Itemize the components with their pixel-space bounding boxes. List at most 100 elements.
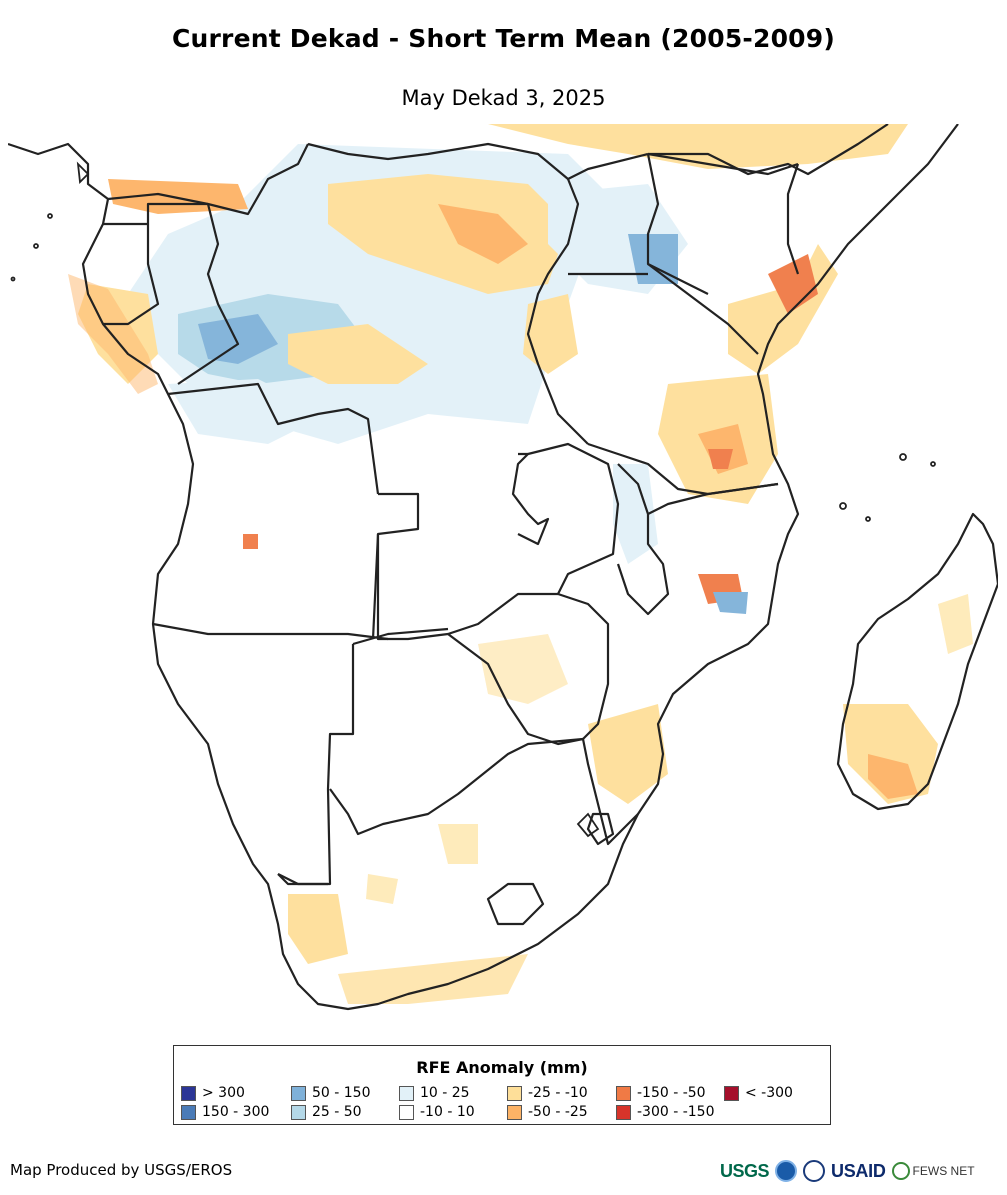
map-title: Current Dekad - Short Term Mean (2005-20…	[171, 24, 836, 53]
border-namibia-sa	[277, 873, 328, 886]
legend-swatch	[507, 1085, 522, 1101]
islands	[10, 161, 936, 838]
patch-yellow-south-coast	[338, 954, 528, 1004]
patch-yellow-drc-east	[288, 324, 428, 384]
usgs-logo: USGS	[720, 1160, 770, 1181]
patch-orange-north	[438, 204, 528, 264]
legend-label: < -300	[745, 1085, 793, 1101]
legend-label: 150 - 300	[202, 1104, 270, 1120]
border-botswana-zimbabwe	[352, 627, 449, 646]
border-zambia-north	[511, 452, 550, 546]
border-kenya-tanzania	[647, 263, 759, 355]
legend-label: -10 - 10	[420, 1104, 475, 1120]
legend-item: < -300	[724, 1085, 793, 1101]
patch-yellow-tanzania-west	[523, 294, 578, 374]
patch-orange-angola	[243, 534, 258, 549]
legend-swatch	[507, 1104, 522, 1120]
legend-item: 25 - 50	[291, 1104, 362, 1120]
border-drc-angola	[167, 382, 380, 495]
anomaly-patches	[68, 124, 973, 1004]
patch-orange-madagascar	[868, 754, 918, 799]
border-swaziland	[586, 812, 615, 846]
patch-yellow-sa-central	[366, 874, 398, 904]
legend-swatch	[291, 1104, 306, 1120]
legend-item: -25 - -10	[507, 1085, 588, 1101]
patch-orange-kenya-coast	[768, 254, 818, 314]
patch-yellow-gabon	[78, 284, 158, 384]
border-congo-drc	[177, 203, 240, 385]
patch-light-blue-drc-south	[168, 379, 328, 444]
border-moz-north	[647, 482, 779, 515]
map-legend: RFE Anomaly (mm) > 300 150 - 300 50 - 15…	[173, 1045, 831, 1125]
fews-net-logo: FEWS NET	[891, 1162, 975, 1180]
patch-red-tanzania	[708, 449, 733, 469]
patch-yellow-south-cape	[288, 894, 348, 964]
border-car-drc	[307, 142, 649, 181]
legend-label: -50 - -25	[528, 1104, 588, 1120]
legend-swatch	[399, 1085, 414, 1101]
legend-item: -300 - -150	[616, 1104, 715, 1120]
legend-item: -150 - -50	[616, 1085, 706, 1101]
legend-item: -10 - 10	[399, 1104, 475, 1120]
legend-label: -300 - -150	[637, 1104, 715, 1120]
legend-item: -50 - -25	[507, 1104, 588, 1120]
coastline-west	[8, 124, 959, 1011]
patch-yellow-north	[328, 174, 568, 294]
border-kenya-ethiopia	[647, 152, 799, 176]
legend-swatch	[724, 1085, 739, 1101]
border-botswana-sa	[329, 737, 584, 836]
border-south-sudan-ethiopia	[648, 124, 889, 176]
patch-yellow-madagascar-mid	[938, 594, 973, 654]
patch-blue-mozambique	[713, 592, 748, 614]
legend-label: 10 - 25	[420, 1085, 470, 1101]
seal-logo	[803, 1160, 826, 1182]
patch-blue-uganda-dark	[628, 234, 678, 284]
border-cameroon-car	[107, 143, 309, 216]
patch-blue-malawi	[613, 464, 658, 564]
legend-swatch	[181, 1085, 196, 1101]
patch-yellow-madagascar-south	[843, 704, 938, 804]
border-zambia-south	[376, 534, 558, 641]
legend-title: RFE Anomaly (mm)	[416, 1058, 588, 1077]
patch-blue-congo-dark	[198, 314, 278, 364]
patch-orange-west-coast	[68, 274, 158, 394]
patch-yellow-kenya-coast	[728, 244, 838, 374]
legend-item: > 300	[181, 1085, 245, 1101]
border-namibia-botswana	[277, 644, 355, 886]
noaa-logo	[775, 1160, 798, 1182]
country-boundaries	[8, 124, 959, 1011]
border-angola-namibia	[152, 622, 389, 641]
border-zimbabwe-moz	[557, 592, 610, 740]
usaid-logo: USAID	[831, 1160, 886, 1181]
legend-label: -25 - -10	[528, 1085, 588, 1101]
patch-yellow-sa-east	[438, 824, 478, 864]
legend-label: 50 - 150	[312, 1085, 371, 1101]
border-zambia-zimbabwe	[447, 633, 584, 746]
border-gabon-congo	[103, 224, 160, 326]
border-malawi-moz	[616, 463, 670, 616]
border-kenya-somalia	[786, 163, 800, 275]
border-drc-zambia	[371, 492, 420, 640]
legend-label: > 300	[202, 1085, 245, 1101]
patch-yellow-zimbabwe	[478, 634, 568, 704]
legend-label: -150 - -50	[637, 1085, 706, 1101]
legend-swatch	[616, 1085, 631, 1101]
legend-item: 10 - 25	[399, 1085, 470, 1101]
rainfall-anomaly-map	[8, 124, 998, 1011]
border-zambia-malawi	[527, 442, 620, 595]
legend-item: 50 - 150	[291, 1085, 371, 1101]
border-gabon	[103, 202, 208, 226]
patch-yellow-mozambique-south	[588, 704, 668, 804]
fews-net-label: FEWS NET	[912, 1164, 975, 1178]
border-lesotho	[486, 882, 545, 926]
legend-item: 150 - 300	[181, 1104, 269, 1120]
globe-icon	[891, 1162, 910, 1180]
patch-yellow-ethiopia	[488, 124, 908, 169]
map-subtitle: May Dekad 3, 2025	[401, 86, 606, 110]
border-uganda-kenya	[646, 153, 709, 295]
madagascar-outline	[836, 512, 998, 811]
legend-swatch	[291, 1085, 306, 1101]
legend-label: 25 - 50	[312, 1104, 362, 1120]
partner-logos: USGS USAID FEWS NET	[720, 1157, 975, 1185]
legend-swatch	[616, 1104, 631, 1120]
